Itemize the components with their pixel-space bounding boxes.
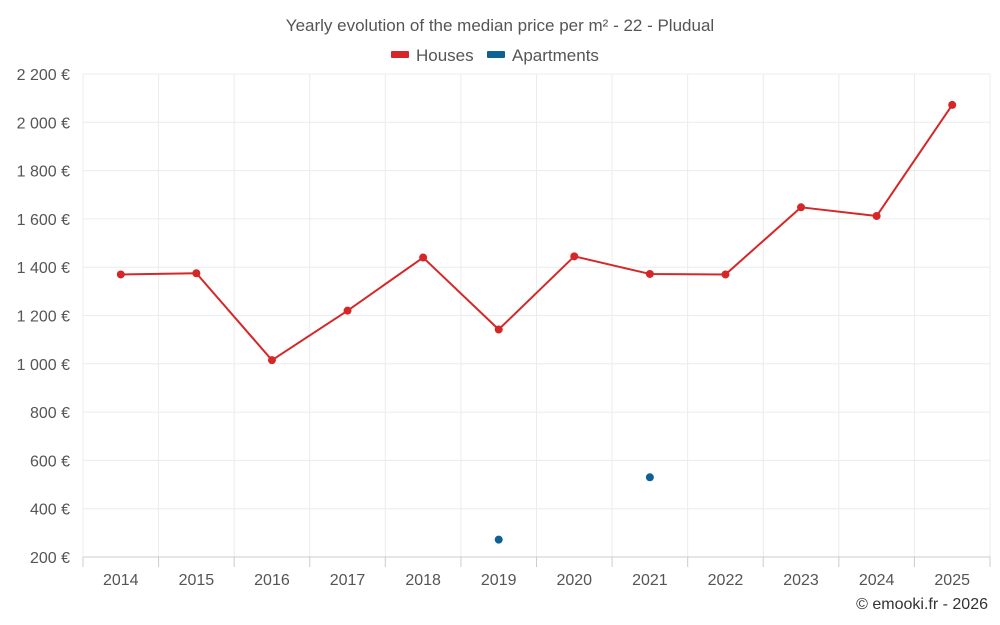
data-point-houses-2021[interactable] xyxy=(645,269,654,278)
series-line-houses xyxy=(120,104,954,362)
x-tick-label: 2017 xyxy=(330,572,366,589)
x-tick-label: 2016 xyxy=(254,572,290,589)
y-tick-label: 2 000 € xyxy=(17,115,70,132)
y-tick-label: 1 400 € xyxy=(17,260,70,277)
data-point-houses-2020[interactable] xyxy=(570,252,579,261)
chart-title: Yearly evolution of the median price per… xyxy=(286,16,714,35)
x-tick-label: 2014 xyxy=(103,572,139,589)
x-tick-label: 2021 xyxy=(632,572,668,589)
x-tick-label: 2025 xyxy=(934,572,970,589)
legend-label-apartments[interactable]: Apartments xyxy=(512,46,599,65)
series-layer xyxy=(116,100,957,544)
series-houses xyxy=(116,100,957,365)
x-tick-label: 2019 xyxy=(481,572,517,589)
y-tick-label: 800 € xyxy=(30,405,70,422)
data-point-apartments-2021[interactable] xyxy=(645,473,654,482)
x-tick-label: 2023 xyxy=(783,572,819,589)
x-tick-label: 2020 xyxy=(556,572,592,589)
legend-swatch-apartments[interactable] xyxy=(487,51,505,58)
data-point-houses-2015[interactable] xyxy=(192,269,201,278)
y-tick-label: 200 € xyxy=(30,550,70,567)
grid xyxy=(82,73,991,558)
data-point-houses-2019[interactable] xyxy=(494,325,503,334)
data-point-apartments-2019[interactable] xyxy=(494,535,503,544)
legend: Houses Apartments xyxy=(391,46,599,65)
x-tick-label: 2022 xyxy=(708,572,744,589)
data-point-houses-2023[interactable] xyxy=(797,203,806,212)
y-tick-label: 2 200 € xyxy=(17,67,70,84)
data-point-houses-2014[interactable] xyxy=(116,270,125,279)
x-tick-label: 2015 xyxy=(179,572,215,589)
x-tick-label: 2024 xyxy=(859,572,895,589)
x-axis: 2014 2015 2016 2017 2018 2019 2020 2021 2022 2023… xyxy=(82,556,991,589)
y-tick-label: 400 € xyxy=(30,502,70,519)
y-axis: 200 € 400 € 600 € 800 € 1 000 € 1 200 € 1 400 … xyxy=(17,67,70,567)
legend-label-houses[interactable]: Houses xyxy=(416,46,474,65)
data-point-houses-2022[interactable] xyxy=(721,270,730,279)
data-point-houses-2024[interactable] xyxy=(872,212,881,221)
series-apartments xyxy=(494,473,654,544)
y-tick-label: 1 200 € xyxy=(17,309,70,326)
data-point-houses-2016[interactable] xyxy=(267,356,276,365)
data-point-houses-2025[interactable] xyxy=(948,100,957,109)
data-point-houses-2018[interactable] xyxy=(419,253,428,262)
x-tick-label: 2018 xyxy=(405,572,441,589)
y-tick-label: 1 000 € xyxy=(17,357,70,374)
data-point-houses-2017[interactable] xyxy=(343,306,352,315)
y-tick-label: 600 € xyxy=(30,453,70,470)
credit-text: © emooki.fr - 2026 xyxy=(856,596,988,613)
legend-swatch-houses[interactable] xyxy=(391,51,409,58)
y-tick-label: 1 600 € xyxy=(17,212,70,229)
y-tick-label: 1 800 € xyxy=(17,164,70,181)
